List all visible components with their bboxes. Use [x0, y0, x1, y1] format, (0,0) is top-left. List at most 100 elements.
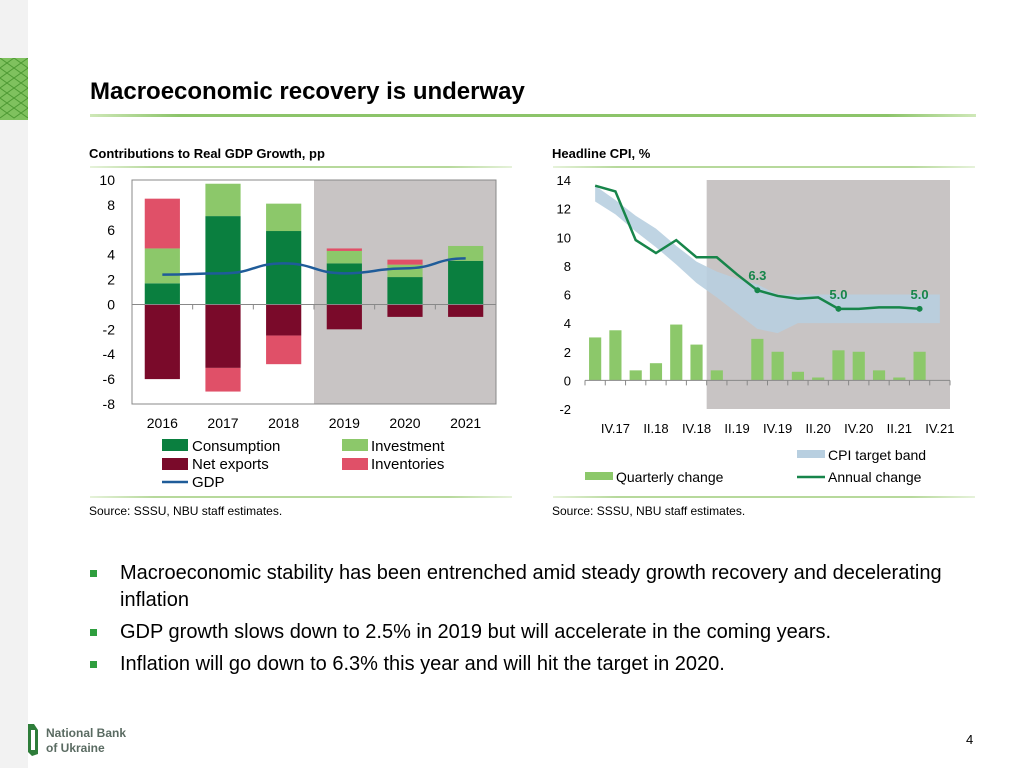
cpi-x-tick-label: II.20 — [806, 421, 831, 436]
cpi-chart-bottom-rule — [553, 496, 975, 498]
cpi-y-tick-label: 14 — [557, 173, 571, 188]
cpi-y-tick-label: 10 — [557, 230, 571, 245]
gdp-line — [162, 257, 466, 276]
cpi-x-tick-label: IV.17 — [601, 421, 630, 436]
bar-inventories-2017 — [205, 367, 241, 392]
bar-consumption-2019 — [326, 263, 362, 305]
cpi-target-band — [595, 185, 940, 334]
cpi-y-tick-label: 8 — [564, 259, 571, 274]
gdp-chart-title: Contributions to Real GDP Growth, pp — [89, 146, 325, 161]
bar-net-exports-2021 — [448, 304, 484, 317]
cpi-x-tick-label: II.18 — [643, 421, 668, 436]
bullet-item: Inflation will go down to 6.3% this year… — [90, 651, 990, 678]
left-decor-band — [0, 0, 28, 768]
gdp-chart-source: Source: SSSU, NBU staff estimates. — [89, 504, 283, 518]
bullet-text: Inflation will go down to 6.3% this year… — [120, 653, 725, 675]
cpi-point-marker — [754, 287, 761, 294]
bar-quarterly-IV.17 — [609, 330, 622, 381]
cpi-legend: CPI target band Quarterly change Annual … — [585, 447, 926, 485]
bar-consumption-2021 — [448, 260, 484, 305]
cpi-x-tick-label: IV.21 — [925, 421, 954, 436]
bar-quarterly-II.20 — [812, 377, 825, 381]
gdp-y-tick-label: -4 — [103, 346, 116, 362]
legend-swatch-inventories — [342, 458, 368, 470]
page-number: 4 — [966, 732, 974, 747]
gdp-plot-frame — [131, 179, 497, 405]
bar-consumption-2016 — [144, 283, 180, 305]
bar-quarterly-I.18 — [629, 370, 642, 381]
legend-label-gdp: GDP — [192, 474, 225, 491]
gdp-x-tick-label: 2019 — [329, 415, 360, 431]
gdp-chart-bottom-rule — [90, 496, 512, 498]
legend-label-inventories: Inventories — [371, 456, 444, 473]
bullet-text: GDP growth slows down to 2.5% in 2019 bu… — [120, 621, 832, 643]
bar-inventories-2019 — [326, 248, 362, 251]
cpi-x-tick-label: II.19 — [724, 421, 749, 436]
cpi-y-tick-label: 0 — [564, 373, 571, 388]
bar-investment-2019 — [326, 250, 362, 264]
cpi-x-tick-label: II.21 — [887, 421, 912, 436]
bar-quarterly-II.21 — [893, 377, 906, 381]
cpi-y-tick-label: 4 — [564, 316, 571, 331]
gdp-y-tick-label: -6 — [103, 371, 116, 387]
cpi-x-tick-label: IV.19 — [763, 421, 792, 436]
cpi-x-tick-label: IV.18 — [682, 421, 711, 436]
logo-text-line1: National Bank — [46, 726, 126, 740]
bullet-list: Macroeconomic stability has been entrenc… — [90, 560, 990, 683]
legend-label-consumption: Consumption — [192, 438, 280, 455]
legend-swatch-quarterly — [585, 472, 613, 480]
cpi-y-tick-label: -2 — [559, 402, 571, 417]
gdp-y-tick-label: 8 — [107, 197, 115, 213]
gdp-legend: Consumption Investment Net exports Inven… — [162, 438, 445, 491]
gdp-y-tick-label: -8 — [103, 396, 116, 412]
cpi-chart-title: Headline CPI, % — [552, 146, 651, 161]
bar-quarterly-IV.20 — [852, 351, 865, 381]
legend-label-investment: Investment — [371, 438, 445, 455]
gdp-contributions-chart: 10 8 6 4 2 0 -2 -4 -6 -8 2016 2017 2018 2019 2020 2021… — [99, 172, 497, 491]
bar-investment-2018 — [266, 203, 302, 232]
gdp-x-tick-label: 2016 — [147, 415, 178, 431]
gdp-chart-top-rule — [90, 166, 512, 168]
gdp-x-tick-label: 2018 — [268, 415, 299, 431]
bar-quarterly-II.18 — [649, 363, 663, 381]
bullet-square-icon — [90, 629, 97, 636]
bar-inventories-2016 — [144, 198, 180, 249]
bar-net-exports-2017 — [205, 304, 241, 368]
bar-quarterly-I.20 — [791, 371, 804, 381]
cpi-point-marker — [916, 305, 923, 312]
cpi-data-label: 6.3 — [748, 268, 766, 283]
bar-quarterly-IV.18 — [690, 344, 703, 381]
legend-swatch-consumption — [162, 439, 188, 451]
logo-text-line2: of Ukraine — [46, 741, 105, 755]
bar-inventories-2020 — [387, 259, 423, 265]
cpi-y-tick-label: 12 — [557, 202, 571, 217]
gdp-y-tick-label: -2 — [103, 321, 116, 337]
bar-quarterly-IV.19 — [771, 351, 784, 381]
cpi-point-marker — [835, 305, 842, 312]
bar-quarterly-III.21 — [913, 351, 926, 381]
slide-title: Macroeconomic recovery is underway — [90, 78, 525, 105]
gdp-y-tick-label: 6 — [107, 222, 115, 238]
bar-quarterly-III.18 — [670, 324, 683, 381]
gdp-x-tick-label: 2021 — [450, 415, 481, 431]
legend-swatch-investment — [342, 439, 368, 451]
gdp-y-tick-label: 2 — [107, 272, 115, 288]
headline-cpi-chart: 6.3 5.0 5.0 14 12 10 8 6 4 2 0 -2 IV.17 II.18 IV.18 I… — [557, 173, 955, 485]
cpi-data-label: 5.0 — [911, 287, 929, 302]
bar-investment-2016 — [144, 248, 180, 284]
bar-net-exports-2018 — [266, 304, 302, 336]
bar-net-exports-2020 — [387, 304, 423, 317]
gdp-y-tick-label: 10 — [99, 172, 115, 188]
bar-net-exports-2016 — [144, 304, 180, 380]
bar-investment-2021 — [448, 245, 484, 261]
cpi-x-tick-label: IV.20 — [844, 421, 873, 436]
bullet-text: Macroeconomic stability has been entrenc… — [120, 562, 942, 611]
legend-label-quarterly: Quarterly change — [616, 469, 724, 485]
cpi-chart-source: Source: SSSU, NBU staff estimates. — [552, 504, 746, 518]
bar-inventories-2018 — [266, 335, 302, 365]
cpi-y-tick-label: 2 — [564, 345, 571, 360]
nbu-emblem-icon — [28, 724, 38, 756]
bullet-square-icon — [90, 570, 97, 577]
bullet-item: Macroeconomic stability has been entrenc… — [90, 560, 990, 614]
cpi-chart-top-rule — [553, 166, 975, 168]
